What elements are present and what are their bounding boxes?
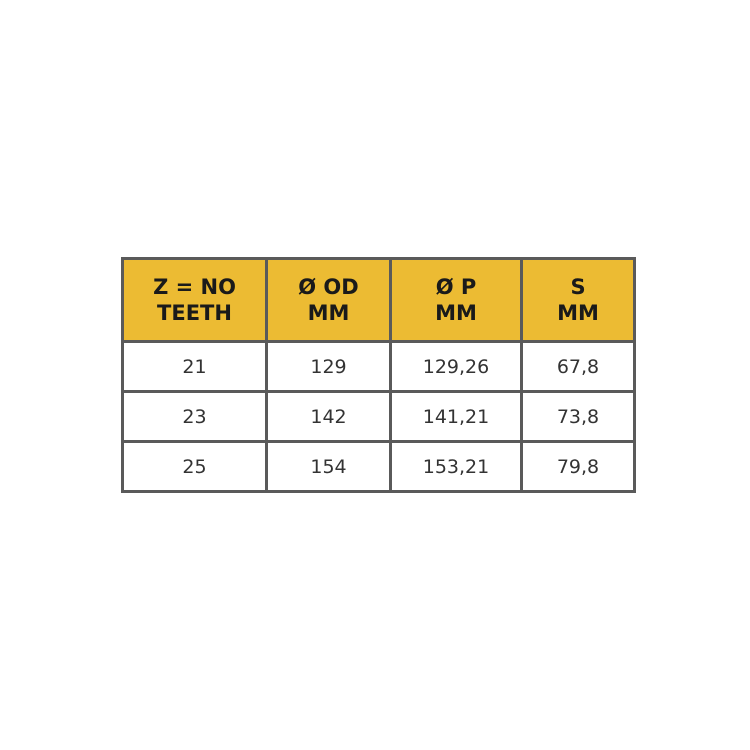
cell-s: 73,8: [520, 390, 636, 443]
table-row: 25 154 153,21 79,8: [121, 440, 636, 493]
header-line: Z = NO: [153, 275, 236, 299]
table-row: 23 142 141,21 73,8: [121, 390, 636, 443]
cell-p: 129,26: [389, 340, 523, 393]
header-line: Ø OD: [298, 275, 359, 299]
header-od: Ø OD MM: [265, 257, 392, 343]
header-line: Ø P: [435, 275, 477, 299]
header-teeth: Z = NO TEETH: [121, 257, 268, 343]
header-line: TEETH: [157, 301, 232, 325]
header-s: S MM: [520, 257, 636, 343]
cell-s: 67,8: [520, 340, 636, 393]
header-p: Ø P MM: [389, 257, 523, 343]
cell-teeth: 25: [121, 440, 268, 493]
header-line: MM: [435, 301, 477, 325]
cell-od: 142: [265, 390, 392, 443]
table-row: 21 129 129,26 67,8: [121, 340, 636, 393]
cell-od: 154: [265, 440, 392, 493]
header-row: Z = NO TEETH Ø OD MM Ø P MM S MM: [121, 257, 636, 343]
cell-teeth: 21: [121, 340, 268, 393]
cell-teeth: 23: [121, 390, 268, 443]
cell-p: 153,21: [389, 440, 523, 493]
teeth-spec-table: Z = NO TEETH Ø OD MM Ø P MM S MM 21 129 129,…: [121, 257, 636, 493]
cell-p: 141,21: [389, 390, 523, 443]
header-line: MM: [307, 301, 350, 325]
header-line: S: [570, 275, 586, 299]
header-line: MM: [557, 301, 599, 325]
cell-s: 79,8: [520, 440, 636, 493]
cell-od: 129: [265, 340, 392, 393]
